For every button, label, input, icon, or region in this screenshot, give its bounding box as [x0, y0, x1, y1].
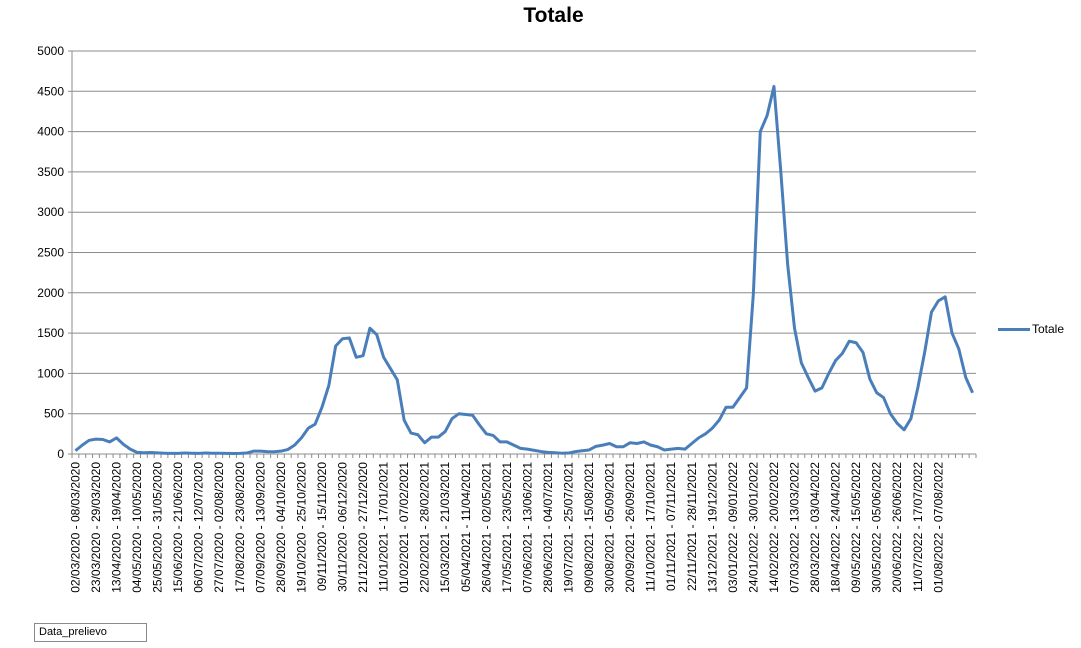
x-tick-label-13: 30/11/2020 - 06/12/2020: [336, 462, 350, 592]
x-tick-label-34: 14/02/2022 - 20/02/2022: [767, 462, 781, 593]
y-tick-label-9: 4500: [37, 84, 64, 98]
x-tick-labels: 02/03/2020 - 08/03/2020 23/03/2020 - 29/0…: [68, 462, 945, 593]
x-tick-label-20: 26/04/2021 - 02/05/2021: [479, 462, 493, 593]
x-tick-label-28: 11/10/2021 - 17/10/2021: [644, 462, 658, 592]
x-tick-label-4: 25/05/2020 - 31/05/2020: [151, 462, 165, 593]
y-tick-label-0: 0: [57, 447, 64, 461]
x-tick-label-25: 09/08/2021 - 15/08/2021: [582, 462, 596, 593]
x-tick-label-40: 20/06/2022 - 26/06/2022: [890, 462, 904, 593]
x-tick-label-7: 27/07/2020 - 02/08/2020: [212, 462, 226, 593]
x-tick-label-8: 17/08/2020 - 23/08/2020: [233, 462, 247, 593]
field-button-data-prelievo[interactable]: Data_prelievo: [34, 623, 147, 642]
x-tick-label-14: 21/12/2020 - 27/12/2020: [356, 462, 370, 593]
x-tick-label-16: 01/02/2021 - 07/02/2021: [397, 462, 411, 593]
y-tick-label-3: 1500: [37, 326, 64, 340]
series-line-totale: [74, 84, 974, 456]
x-tick-label-26: 30/08/2021 - 05/09/2021: [603, 462, 617, 593]
x-tick-label-38: 09/05/2022 - 15/05/2022: [849, 462, 863, 593]
x-tick-label-12: 09/11/2020 - 15/11/2020: [315, 462, 329, 591]
y-tick-label-7: 3500: [37, 165, 64, 179]
x-tick-label-5: 15/06/2020 - 21/06/2020: [171, 462, 185, 593]
x-tick-label-18: 15/03/2021 - 21/03/2021: [438, 462, 452, 593]
x-tick-label-19: 05/04/2021 - 11/04/2021: [459, 462, 473, 592]
y-tick-label-6: 3000: [37, 205, 64, 219]
x-tick-label-23: 28/06/2021 - 04/07/2021: [541, 462, 555, 593]
chart-title: Totale: [523, 4, 584, 27]
y-tick-label-10: 5000: [37, 44, 64, 58]
x-tick-label-21: 17/05/2021 - 23/05/2021: [500, 462, 514, 593]
gridlines: [72, 50, 976, 415]
legend-swatch-totale: [998, 327, 1030, 331]
x-tick-label-35: 07/03/2022 - 13/03/2022: [788, 462, 802, 593]
x-tick-label-10: 28/09/2020 - 04/10/2020: [274, 462, 288, 593]
x-tick-label-17: 22/02/2021 - 28/02/2021: [418, 462, 432, 593]
axes: [68, 50, 977, 458]
x-tick-label-41: 11/07/2022 - 17/07/2022: [911, 462, 925, 592]
y-tick-label-5: 2500: [37, 246, 64, 260]
x-tick-label-1: 23/03/2020 - 29/03/2020: [89, 462, 103, 593]
legend-label-totale: Totale: [1032, 322, 1065, 336]
x-tick-label-2: 13/04/2020 - 19/04/2020: [110, 462, 124, 593]
x-tick-label-22: 07/06/2021 - 13/06/2021: [520, 462, 534, 593]
y-tick-label-2: 1000: [37, 366, 64, 380]
y-tick-label-4: 2000: [37, 286, 64, 300]
x-tick-label-37: 18/04/2022 - 24/04/2022: [829, 462, 843, 593]
x-tick-label-31: 13/12/2021 - 19/12/2021: [705, 462, 719, 593]
x-tick-label-30: 22/11/2021 - 28/11/2021: [685, 462, 699, 591]
x-tick-label-29: 01/11/2021 - 07/11/2021: [664, 462, 678, 591]
x-tick-label-15: 11/01/2021 - 17/01/2021: [377, 462, 391, 592]
x-tick-label-33: 24/01/2022 - 30/01/2022: [746, 462, 760, 593]
x-tick-label-6: 06/07/2020 - 12/07/2020: [192, 462, 206, 593]
x-tick-label-42: 01/08/2022 - 07/08/2022: [931, 462, 945, 593]
x-tick-label-32: 03/01/2022 - 09/01/2022: [726, 462, 740, 593]
y-tick-label-1: 500: [44, 407, 64, 421]
x-tick-label-9: 07/09/2020 - 13/09/2020: [253, 462, 267, 593]
y-tick-labels: 0 500 1000 1500 2000 2500 3000 3500 4000 4500 5000: [37, 44, 64, 461]
x-tick-label-39: 30/05/2022 - 05/06/2022: [870, 462, 884, 593]
x-tick-label-0: 02/03/2020 - 08/03/2020: [68, 462, 82, 593]
y-tick-label-8: 4000: [37, 125, 64, 139]
legend: Totale: [998, 320, 1064, 338]
x-tick-label-3: 04/05/2020 - 10/05/2020: [130, 462, 144, 593]
x-tick-label-36: 28/03/2022 - 03/04/2022: [808, 462, 822, 593]
x-tick-label-27: 20/09/2021 - 26/09/2021: [623, 462, 637, 593]
x-tick-label-11: 19/10/2020 - 25/10/2020: [294, 462, 308, 593]
x-tick-label-24: 19/07/2021 - 25/07/2021: [562, 462, 576, 593]
